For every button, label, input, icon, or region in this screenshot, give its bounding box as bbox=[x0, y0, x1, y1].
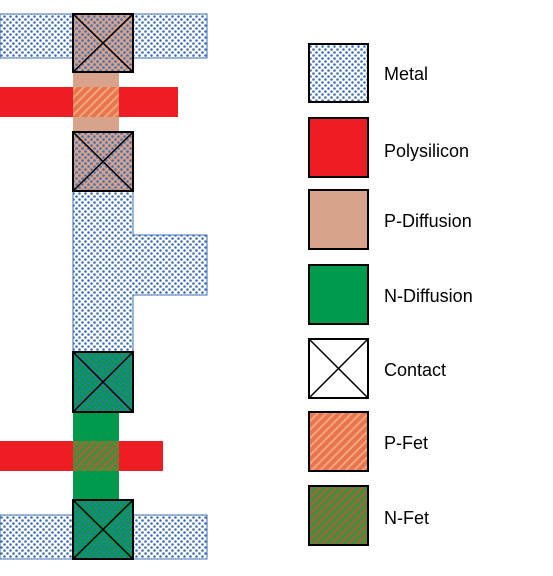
legend-item-p-fet: P-Fet bbox=[308, 411, 428, 472]
contact-top-rail bbox=[72, 13, 134, 73]
contact-p-drain bbox=[72, 131, 134, 192]
legend-item-polysilicon: Polysilicon bbox=[308, 117, 469, 178]
legend-label-p-diffusion: P-Diffusion bbox=[384, 211, 472, 231]
legend-item-metal: Metal bbox=[308, 43, 428, 103]
legend-item-contact: Contact bbox=[308, 338, 446, 399]
legend-item-n-fet: N-Fet bbox=[308, 485, 429, 546]
legend-label-contact: Contact bbox=[384, 360, 446, 380]
legend-swatch-polysilicon bbox=[308, 117, 369, 178]
legend-label-n-fet: N-Fet bbox=[384, 508, 429, 528]
n-fet-region bbox=[73, 441, 119, 471]
contact-bottom-rail bbox=[72, 499, 134, 560]
legend-swatch-n-diffusion bbox=[308, 264, 369, 325]
layout-drawing bbox=[0, 13, 208, 560]
legend-label-metal: Metal bbox=[384, 64, 428, 84]
legend-swatch-p-fet bbox=[308, 411, 369, 472]
contact-n-drain bbox=[72, 351, 134, 413]
legend-label-n-diffusion: N-Diffusion bbox=[384, 286, 473, 306]
legend-swatch-metal bbox=[308, 43, 369, 103]
legend-swatch-n-fet bbox=[308, 485, 369, 546]
legend-swatch-p-diffusion bbox=[308, 189, 369, 250]
legend-label-polysilicon: Polysilicon bbox=[384, 141, 469, 161]
p-fet-region bbox=[73, 87, 119, 117]
legend: Metal Polysilicon P-Diffusion N-Diffusio… bbox=[308, 43, 473, 546]
legend-label-p-fet: P-Fet bbox=[384, 433, 428, 453]
legend-item-p-diffusion: P-Diffusion bbox=[308, 189, 472, 250]
legend-item-n-diffusion: N-Diffusion bbox=[308, 264, 473, 325]
metal-output-column bbox=[72, 190, 208, 353]
